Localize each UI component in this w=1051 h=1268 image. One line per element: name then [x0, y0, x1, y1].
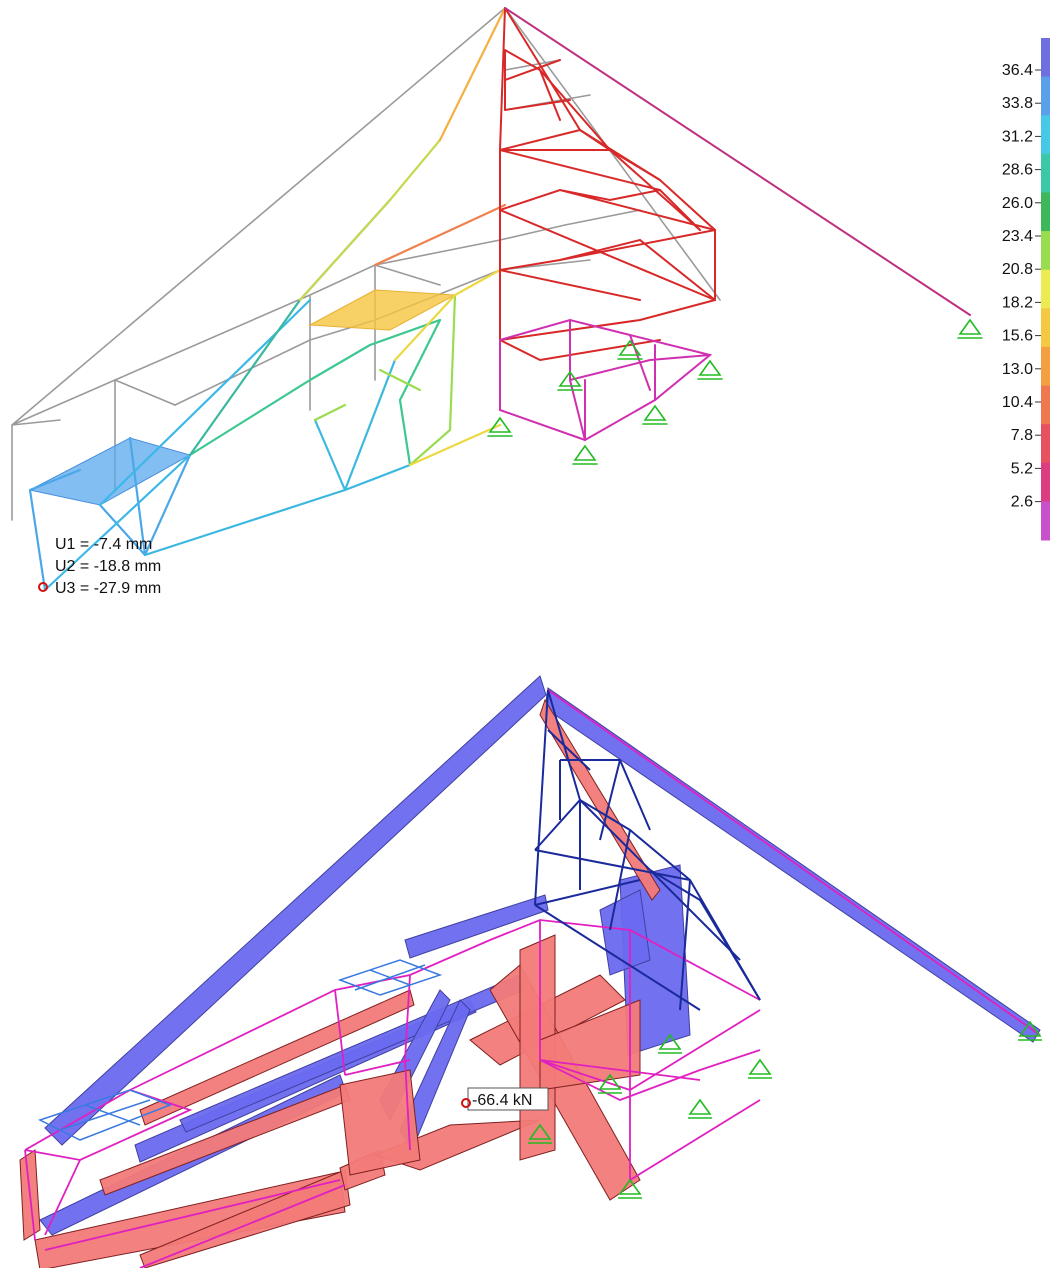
colorbar-tick-label: 15.6: [1002, 328, 1033, 345]
support-icon: [617, 339, 643, 360]
colorbar-segment: [1041, 385, 1050, 425]
colorbar-tick-label: 33.8: [1002, 95, 1033, 112]
support-icon: [528, 1123, 552, 1144]
colorbar-segment: [1041, 115, 1050, 155]
support-icon: [658, 1033, 682, 1054]
tension-bands: [19, 698, 661, 1268]
colorbar-segment: [1041, 269, 1050, 309]
support-icon: [1018, 1020, 1042, 1041]
colorbar-segment: [1041, 308, 1050, 348]
force-model: -66.4 kN: [19, 675, 1042, 1268]
colorbar-tick-label: 23.4: [1002, 228, 1033, 245]
u3-label: U3 = -27.9 mm: [55, 580, 161, 597]
colorbar-segment: [1041, 424, 1050, 464]
support-icons: [528, 1020, 1042, 1199]
colorbar-segment: [1041, 462, 1050, 502]
support-icon: [598, 1073, 622, 1094]
support-icon: [697, 359, 723, 380]
colorbar-tick-label: 26.0: [1002, 195, 1033, 212]
colorbar-segment: [1041, 231, 1050, 271]
displacement-model: [11, 6, 983, 592]
truss-members: [534, 689, 761, 1011]
support-icon: [957, 318, 983, 339]
colorbar-tick-label: 10.4: [1002, 394, 1033, 411]
u2-label: U2 = -18.8 mm: [55, 558, 161, 575]
colorbar-tick-label: 13.0: [1002, 361, 1033, 378]
support-icon: [688, 1098, 712, 1119]
displacement-label: U1 = -7.4 mm U2 = -18.8 mm U3 = -27.9 mm: [55, 536, 161, 597]
floor-grids: [38, 959, 443, 1141]
support-icon: [748, 1058, 772, 1079]
colorbar-tick-label: 2.6: [1011, 494, 1033, 511]
force-point-marker: [461, 1098, 471, 1108]
selected-point-marker: [38, 582, 48, 592]
undeformed-shape: [11, 7, 971, 521]
base-frame: [499, 318, 713, 442]
u1-label: U1 = -7.4 mm: [55, 536, 152, 553]
colorbar-segment: [1041, 76, 1050, 116]
colorbar-tick-label: 31.2: [1002, 128, 1033, 145]
colorbar-tick-label: 18.2: [1002, 294, 1033, 311]
support-icon: [572, 444, 598, 465]
frame-members: [24, 689, 1041, 1268]
colorbar-tick-label: 28.6: [1002, 162, 1033, 179]
yellow-panel: [308, 289, 457, 331]
support-icon: [642, 404, 668, 425]
colorbar-segment: [1041, 38, 1050, 78]
colorbar-tick-label: 36.4: [1002, 62, 1033, 79]
colorbar-segment: [1041, 153, 1050, 193]
support-icons: [487, 318, 983, 465]
truss-tower: [499, 7, 716, 411]
colorbar-segment: [1041, 501, 1050, 541]
colorbar-tick-label: 5.2: [1011, 460, 1033, 477]
support-icon: [557, 370, 583, 391]
colorbar-tick-label: 20.8: [1002, 261, 1033, 278]
force-label: -66.4 kN: [472, 1092, 532, 1109]
colorbar-tick-label: 7.8: [1011, 427, 1033, 444]
colorbar-segment: [1041, 192, 1050, 232]
colorbar-segment: [1041, 346, 1050, 387]
support-icon: [618, 1178, 642, 1199]
colorbar: 36.4 33.8 31.2 28.6 26.0 23.4 20.8 18.2 15.6 13.0…: [1002, 38, 1050, 541]
support-icon: [487, 416, 513, 437]
